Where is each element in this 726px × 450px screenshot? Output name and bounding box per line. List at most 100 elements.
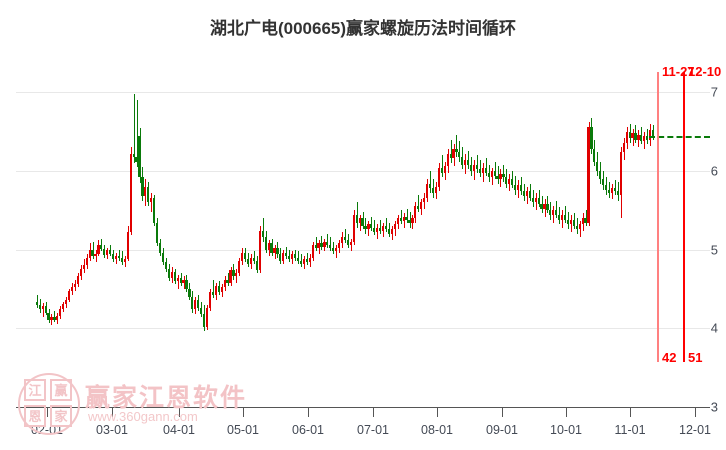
candle-body: [50, 316, 53, 321]
x-tick-label-06-01: 06-01: [292, 423, 324, 437]
x-axis-line: [16, 407, 710, 408]
candle-body: [299, 260, 303, 264]
candle-wick: [430, 171, 432, 194]
candle-body: [622, 142, 625, 153]
candle-body: [610, 188, 614, 194]
candle-body: [616, 191, 619, 195]
candle-body: [197, 300, 200, 308]
candle-body: [320, 243, 323, 247]
candle-body: [94, 253, 97, 256]
candle-body: [346, 240, 349, 245]
x-tick-label-03-01: 03-01: [96, 423, 128, 437]
candle-body: [519, 185, 523, 192]
candle-body: [185, 279, 188, 289]
candle-body: [123, 259, 126, 263]
candle-body: [267, 243, 270, 250]
candle-wick: [406, 208, 408, 223]
candle-wick: [344, 229, 346, 244]
candle-body: [97, 244, 100, 254]
candle-body: [643, 136, 646, 142]
candle-body: [472, 164, 476, 171]
candle-body: [352, 215, 355, 242]
candle-body: [596, 161, 599, 171]
candle-wick: [565, 205, 567, 223]
candle-body: [158, 243, 162, 253]
candle-body: [68, 291, 71, 300]
candle-wick: [298, 251, 299, 264]
candle-body: [270, 243, 273, 253]
candle-body: [82, 265, 85, 269]
candle-wick: [556, 200, 558, 219]
candle-body: [100, 244, 103, 249]
gridline-7: [16, 92, 710, 93]
candle-wick: [468, 150, 470, 170]
candle-wick: [336, 244, 338, 258]
candle-body: [396, 218, 399, 225]
candle-body: [552, 210, 555, 216]
candle-body: [590, 126, 593, 149]
candle-body: [373, 227, 376, 233]
candle-body: [514, 185, 517, 190]
candle-body: [44, 306, 47, 314]
x-tick-mark-03-01: [112, 408, 113, 417]
candle-body: [147, 186, 150, 203]
candle-body: [458, 152, 461, 157]
candle-body: [387, 229, 391, 234]
candle-body: [522, 191, 526, 197]
x-tick-label-11-01: 11-01: [614, 423, 646, 437]
candle-body: [214, 285, 217, 296]
candle-body: [625, 131, 628, 143]
candle-body: [88, 249, 91, 258]
candle-body: [455, 148, 458, 153]
candle-body: [423, 197, 426, 203]
candle-body: [109, 250, 112, 254]
cycle-line-2: [683, 72, 685, 362]
candle-wick: [579, 221, 581, 238]
candle-body: [405, 216, 408, 220]
candle-body: [59, 308, 62, 316]
candle-body: [332, 248, 335, 252]
candle-body: [434, 186, 438, 193]
candle-body: [252, 257, 256, 261]
candle-body: [337, 243, 341, 249]
candle-wick: [110, 244, 112, 256]
candle-body: [528, 191, 531, 198]
x-tick-mark-12-01: [695, 408, 696, 417]
candle-body: [382, 226, 385, 231]
candle-body: [144, 186, 147, 197]
candle-body: [646, 136, 649, 140]
candle-body: [417, 205, 420, 209]
y-tick-label-7: 7: [710, 84, 718, 100]
candle-body: [79, 268, 82, 277]
candle-body: [164, 262, 168, 269]
candle-body: [141, 177, 144, 197]
gridline-6: [16, 171, 710, 172]
candle-body: [569, 219, 572, 225]
candle-wick: [386, 218, 388, 233]
candle-body: [41, 306, 44, 310]
candle-body: [607, 189, 611, 194]
candle-body: [103, 248, 106, 256]
candle-body: [282, 252, 285, 261]
candle-body: [525, 191, 528, 197]
candle-body: [47, 313, 50, 321]
candle-body: [200, 307, 203, 315]
candle-body: [487, 172, 490, 178]
candle-body: [279, 254, 282, 261]
candle-body: [302, 259, 305, 264]
candle-wick: [133, 93, 135, 164]
candle-body: [167, 268, 170, 278]
candle-body: [637, 134, 640, 140]
candle-wick: [477, 155, 478, 173]
candle-body: [235, 273, 238, 277]
candle-wick: [212, 279, 214, 299]
candle-wick: [327, 233, 329, 249]
candle-body: [188, 289, 191, 297]
x-tick-label-04-01: 04-01: [163, 423, 195, 437]
candle-body: [619, 152, 622, 195]
candle-body: [364, 226, 367, 230]
candle-body: [581, 218, 584, 225]
candle-body: [35, 302, 38, 305]
candle-body: [112, 253, 115, 260]
candle-wick: [614, 180, 616, 195]
